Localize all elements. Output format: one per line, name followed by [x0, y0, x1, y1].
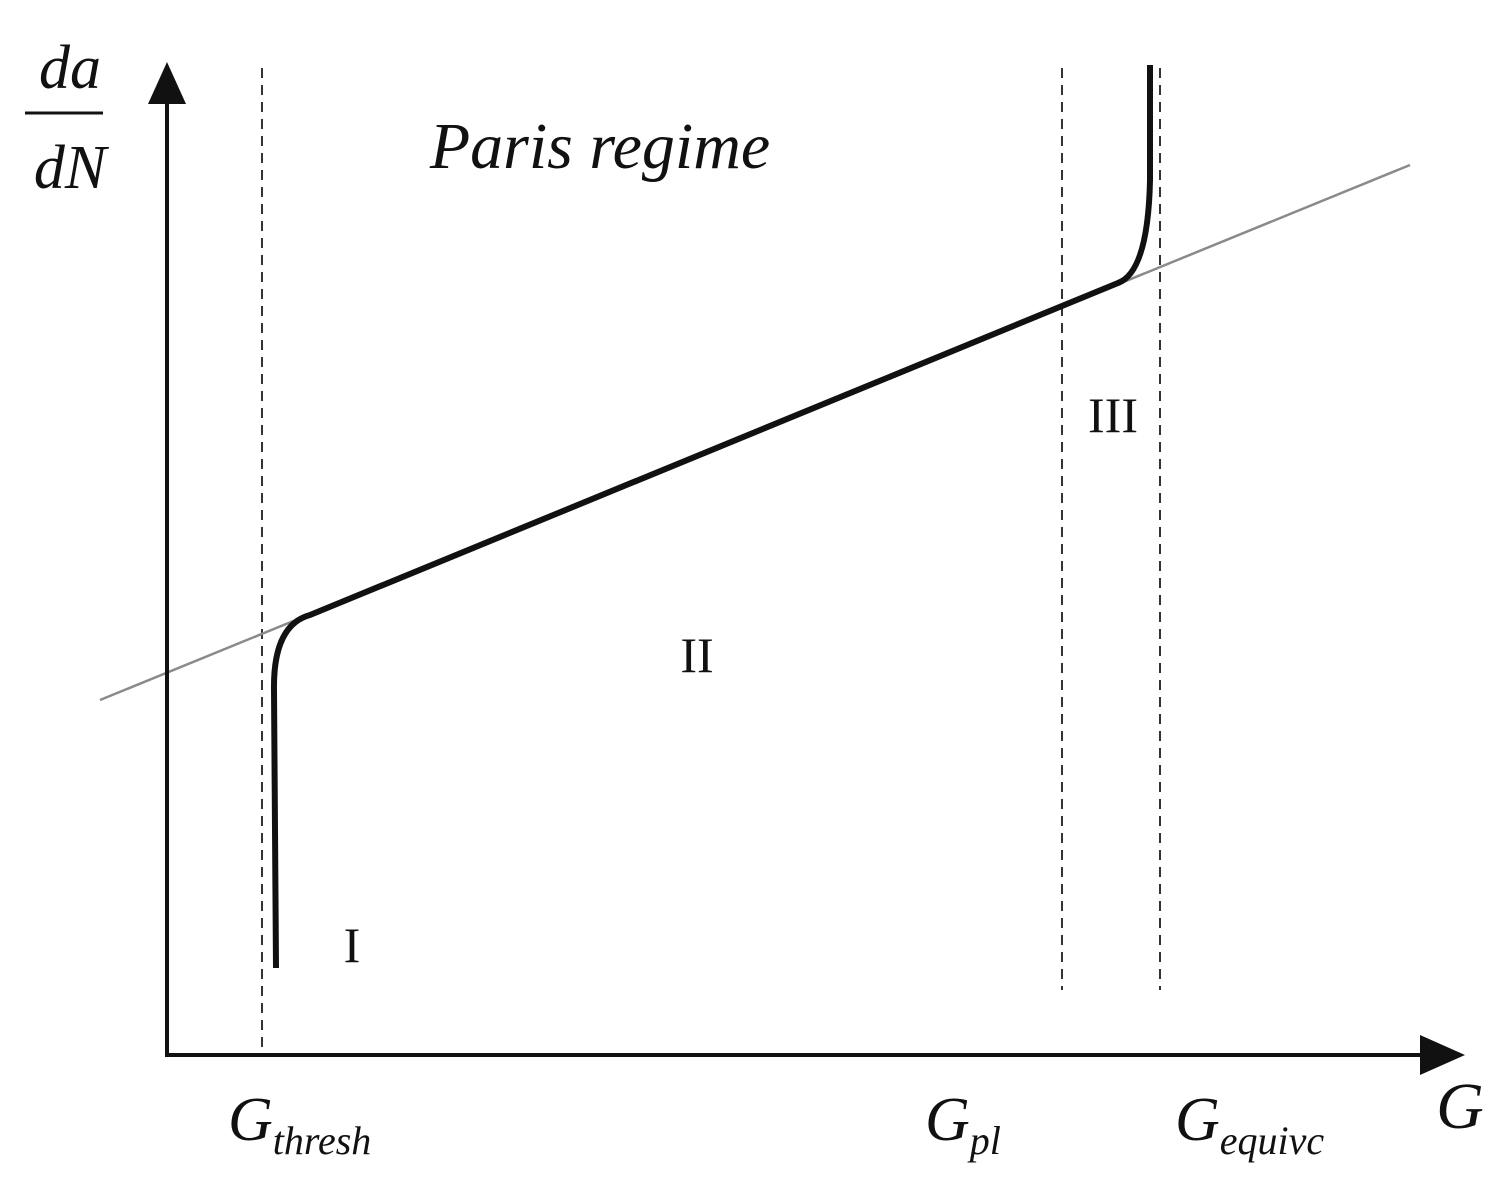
x-axis-label: G [1436, 1070, 1484, 1143]
threshold-label-subscript: thresh [273, 1118, 372, 1163]
critical-label-base: G [1175, 1086, 1220, 1154]
plastic-label-base: G [925, 1086, 970, 1154]
plastic-label-subscript: pl [967, 1118, 1001, 1163]
critical-label: Gequivc [1175, 1086, 1324, 1163]
y-axis-label-denominator: dN [34, 134, 110, 202]
crack-growth-curve [270, 65, 1153, 969]
paris-regime-title: Paris regime [429, 110, 770, 183]
y-axis-label-numerator: da [39, 34, 101, 102]
critical-label-subscript: equivc [1220, 1118, 1325, 1163]
plastic-label: Gpl [925, 1086, 1001, 1163]
threshold-label-base: G [228, 1086, 273, 1154]
x-axis-arrow-icon [1420, 1035, 1465, 1075]
y-axis-arrow-icon [148, 62, 186, 104]
region-label-stage-1: I [344, 917, 361, 973]
threshold-label: Gthresh [228, 1086, 371, 1163]
region-label-stage-2: II [680, 627, 713, 683]
region-label-stage-3: III [1088, 387, 1138, 443]
